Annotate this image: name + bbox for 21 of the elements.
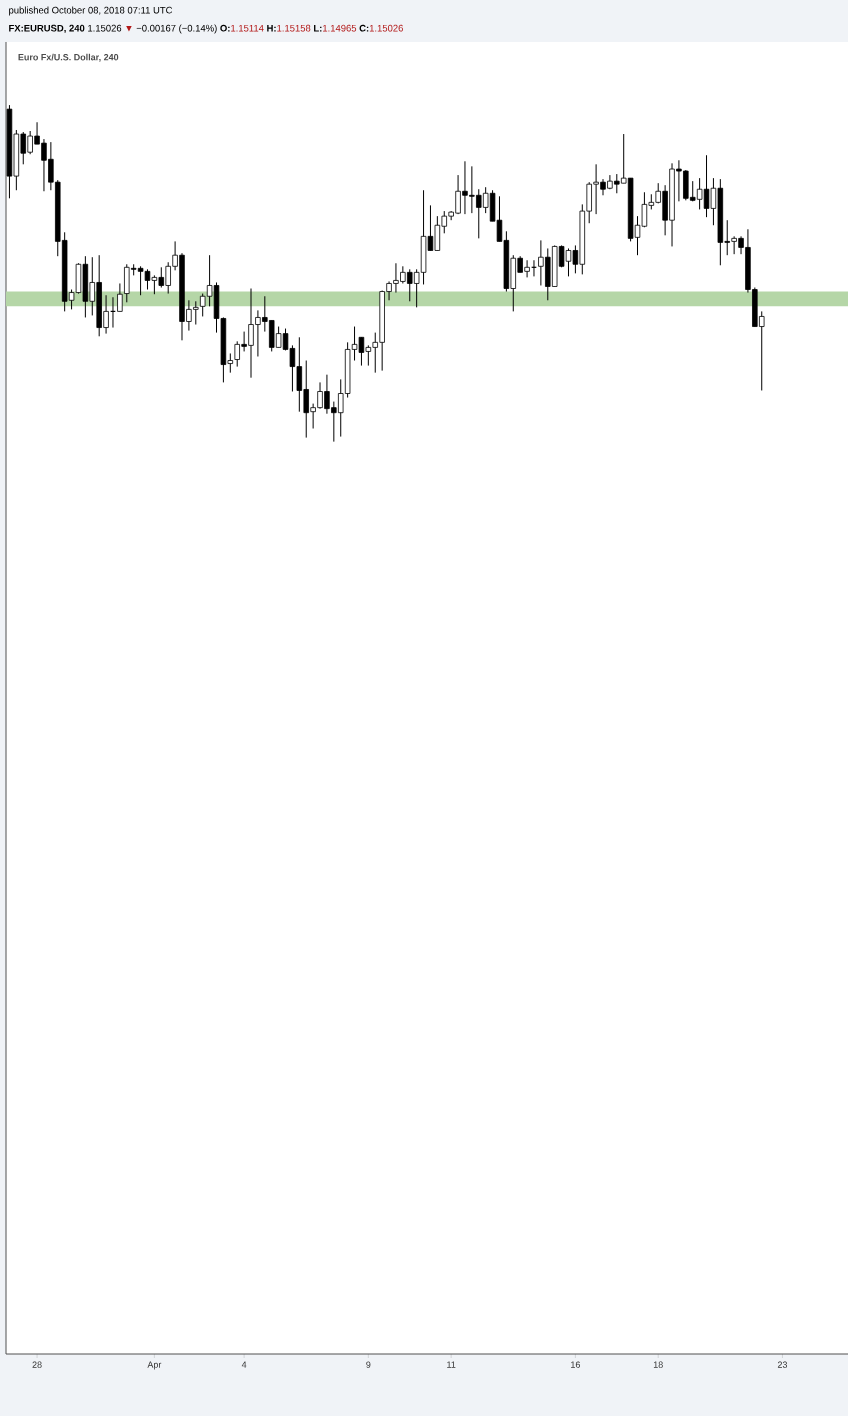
x-tick-label: 4 <box>241 1361 247 1368</box>
text: published October 08, 2018 07:11 UTC <box>9 6 173 16</box>
text: −0.00167 (−0.14%) O: <box>136 24 230 34</box>
text: 1.15114 <box>231 24 264 32</box>
x-tick-label: Apr <box>147 1361 162 1370</box>
text: L: <box>314 24 322 32</box>
x-tick-label: 9 <box>366 1361 371 1368</box>
x-tick-label: 23 <box>777 1361 788 1368</box>
text: H: <box>267 24 276 32</box>
text: ▼ <box>126 26 132 32</box>
x-tick-label: 18 <box>653 1361 663 1368</box>
text: 1.15026 <box>369 24 403 32</box>
text: C: <box>359 24 369 32</box>
x-tick-label: 16 <box>571 1361 580 1368</box>
candlestick <box>117 282 123 312</box>
x-tick-label: 11 <box>447 1361 456 1368</box>
chart-title: Euro Fx/U.S. Dollar, 240 <box>18 53 119 62</box>
text: 1.15158 <box>277 24 311 32</box>
text: 1.14965 <box>323 24 357 32</box>
x-tick-label: 28 <box>32 1361 42 1368</box>
text: FX:EURUSD, 240 1.15026 <box>9 24 122 33</box>
